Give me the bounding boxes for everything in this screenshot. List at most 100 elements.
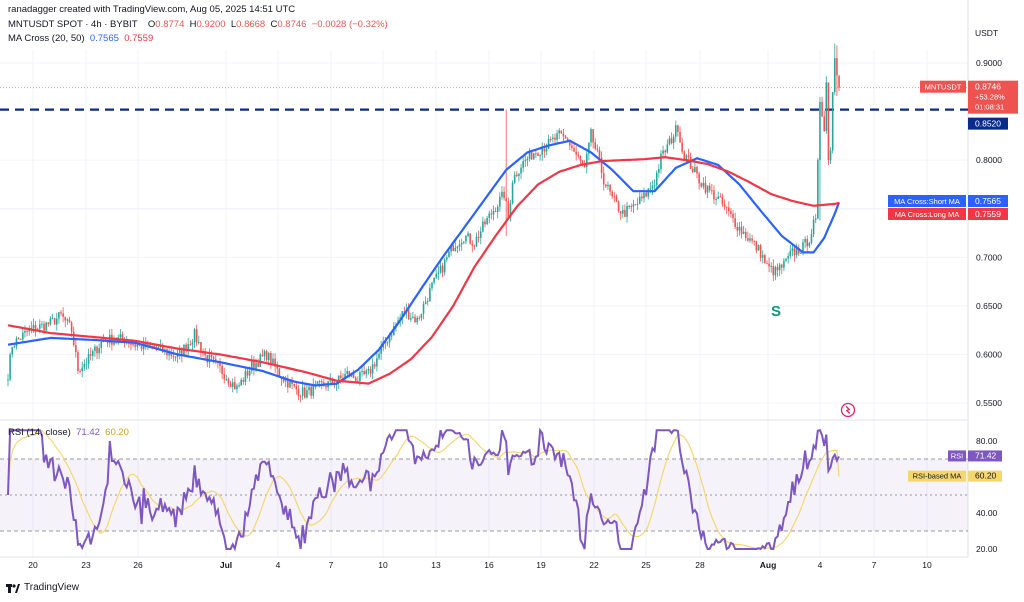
candle-body — [753, 240, 756, 242]
candle-body — [191, 342, 194, 345]
candle-body — [554, 137, 556, 140]
candle-body — [528, 150, 531, 159]
rsi-band — [0, 458, 968, 532]
rsi-name-tag — [948, 450, 966, 462]
ma-legend[interactable]: MA Cross (20, 50) 0.7565 0.7559 — [8, 33, 153, 44]
s-annotation: S — [771, 303, 781, 320]
horizontal-level-line[interactable] — [0, 87, 968, 111]
candle-body — [390, 335, 393, 337]
candle-body — [581, 160, 584, 165]
candle-body — [685, 155, 688, 160]
axes: USDT 0.5500 0.6000 0.6500 0.7000 0.8000 0.9000… — [28, 28, 1002, 570]
candle-body — [306, 390, 308, 398]
candle-body — [267, 353, 270, 361]
candle-body — [187, 344, 189, 351]
price-axis-unit: USDT — [975, 28, 998, 38]
candle-body — [13, 346, 16, 348]
candle-body — [467, 233, 469, 237]
candle-body — [522, 161, 524, 168]
candle-body — [655, 172, 658, 186]
candle-body — [344, 373, 346, 379]
alert-icon[interactable] — [840, 402, 856, 418]
candle-body — [242, 379, 245, 382]
candle-body — [744, 231, 747, 239]
ma-long-value: 0.7559 — [124, 33, 154, 44]
candle-body — [178, 349, 181, 353]
candle-body — [545, 148, 548, 152]
candle-body — [291, 381, 293, 385]
candle-body — [359, 372, 361, 381]
time-tick-label: 10 — [922, 560, 932, 570]
high-value: 0.9200 — [196, 19, 226, 30]
candle-body — [450, 245, 452, 252]
candle-body — [630, 205, 633, 207]
candle-body — [161, 345, 164, 353]
candle-body — [386, 342, 389, 344]
candle-body — [130, 343, 132, 345]
candle-body — [287, 379, 289, 388]
candle-body — [223, 374, 226, 380]
rsi-legend[interactable]: RSI (14, close) 71.42 60.20 — [8, 427, 129, 438]
candle-body — [687, 155, 690, 157]
candle-body — [797, 247, 800, 254]
tradingview-logo[interactable]: TradingView — [6, 582, 79, 593]
open-value: 0.8774 — [155, 19, 185, 30]
candle-body — [43, 323, 45, 331]
candle-body — [9, 354, 11, 380]
ma-legend-label: MA Cross (20, 50) — [8, 33, 85, 44]
tradingview-logo-icon — [6, 583, 20, 593]
candle-body — [282, 379, 285, 382]
candle-body — [26, 330, 28, 332]
candle-body — [636, 203, 639, 205]
candle-body — [274, 358, 276, 367]
candle-body — [516, 174, 518, 177]
candle-body — [675, 125, 677, 137]
candle-body — [113, 340, 115, 345]
candle-body — [388, 335, 391, 343]
candle-body — [666, 144, 669, 153]
candle-body — [24, 330, 26, 333]
candle-body — [530, 150, 533, 160]
candle-body — [607, 184, 609, 187]
rsi-tick-label: 80.00 — [976, 436, 998, 446]
candle-body — [501, 191, 503, 197]
candle-body — [418, 317, 421, 319]
candle-body — [825, 82, 828, 131]
candle-body — [717, 196, 719, 200]
candle-body — [658, 169, 660, 173]
candle-body — [181, 349, 183, 356]
candle-body — [64, 316, 67, 321]
last-price-tag — [968, 80, 1018, 114]
short-ma-name-tag — [888, 195, 966, 207]
rsi-ma-name-tag — [908, 470, 966, 482]
candle-body — [564, 136, 567, 139]
candle-body — [507, 201, 510, 219]
candle-body — [683, 151, 686, 160]
candle-body — [505, 198, 507, 202]
long-ma-value-text: 0.7559 — [975, 209, 1001, 219]
time-tick-label: 28 — [695, 560, 705, 570]
candle-body — [92, 351, 94, 356]
symbol-name[interactable]: MNTUSDT SPOT · 4h · BYBIT — [8, 19, 138, 30]
candle-body — [378, 353, 380, 359]
candle-body — [592, 129, 594, 143]
candle-body — [785, 258, 787, 261]
candle-body — [337, 375, 340, 383]
candle-body — [221, 365, 223, 375]
candle-body — [157, 347, 160, 349]
candle-body — [723, 204, 726, 207]
candle-body — [231, 382, 234, 387]
candle-body — [369, 368, 372, 374]
candle-body — [39, 324, 41, 329]
candle-body — [535, 153, 537, 155]
candle-body — [81, 367, 83, 372]
candle-body — [53, 318, 56, 325]
candle-body — [622, 210, 624, 214]
candle-body — [569, 142, 571, 146]
candle-body — [645, 192, 647, 197]
candle-body — [617, 201, 620, 212]
candle-body — [278, 368, 281, 377]
rsi-value-text: 71.42 — [975, 450, 997, 460]
candle-body — [490, 213, 493, 215]
